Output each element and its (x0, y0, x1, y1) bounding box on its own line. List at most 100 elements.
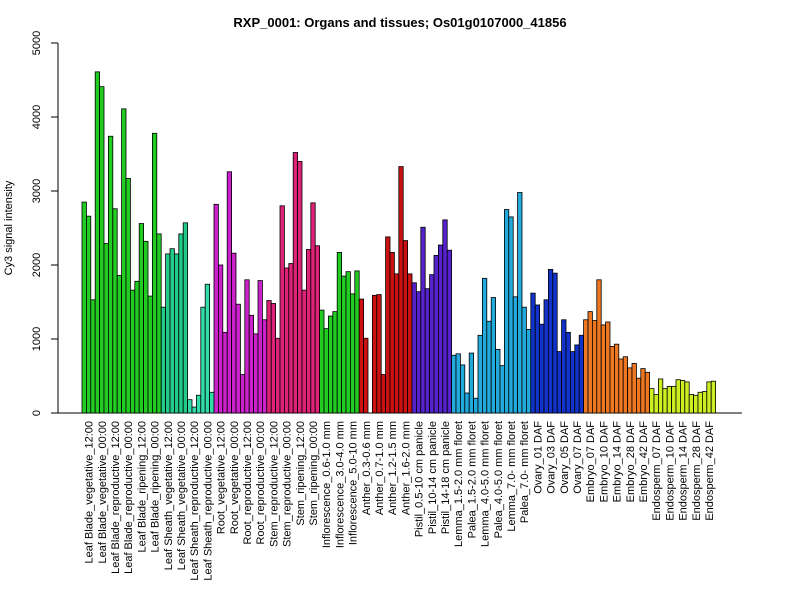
x-tick-label: Leaf Blade_reproductive_00:00 (123, 421, 135, 574)
bar (433, 254, 439, 414)
x-tick-label: Leaf Sheath_vegetative_12:00 (163, 421, 175, 570)
bar (341, 275, 347, 414)
bar (244, 279, 250, 414)
x-tick-label: Leaf Sheath_reproductive_00:00 (202, 421, 214, 581)
bar (310, 202, 316, 414)
bar (358, 298, 365, 414)
bar (530, 292, 536, 414)
x-tick-label: Leaf Sheath_reproductive_12:00 (189, 421, 201, 581)
bar (134, 280, 140, 414)
bar (81, 201, 87, 414)
bar (671, 385, 677, 414)
y-tick-label: 1000 (31, 327, 43, 351)
bar (561, 319, 567, 414)
bar (103, 243, 109, 414)
bar (499, 365, 505, 414)
bar (649, 388, 655, 414)
x-tick-label: Pistil_10-14 cm panicle (427, 421, 439, 534)
bar (380, 374, 387, 414)
bar (552, 272, 558, 414)
bar (354, 270, 360, 414)
bar (292, 152, 299, 414)
y-axis-label: Cy3 signal intensity (3, 180, 15, 275)
bar (332, 311, 338, 414)
bar (526, 328, 532, 414)
x-tick-label: Root_reproductive_00:00 (255, 421, 267, 545)
x-tick-label: Leaf Blade_ripening_00:00 (150, 421, 162, 553)
bar (160, 306, 166, 414)
bar (121, 108, 127, 414)
bar (446, 249, 453, 414)
bar (151, 132, 158, 414)
y-axis: 0 1000 2000 3000 4000 5000 (31, 31, 58, 416)
bar (574, 344, 580, 414)
bar (653, 394, 659, 414)
bar (622, 356, 629, 414)
bar (182, 222, 188, 414)
bar (614, 343, 620, 414)
x-tick-label: Ovary_01 DAF (532, 421, 544, 494)
x-tick-label: Palea_1.5-2.0 mm floret (466, 421, 478, 538)
bar (363, 337, 369, 414)
x-tick-label: Embryo_10 DAF (598, 421, 610, 503)
bar (165, 253, 171, 414)
bar (411, 282, 417, 414)
x-tick-label: Stem_ripening_00:00 (308, 421, 320, 526)
bar (393, 273, 400, 414)
bar (376, 294, 382, 414)
bar (143, 240, 149, 414)
bar (253, 333, 259, 414)
bar (305, 249, 312, 414)
x-tick-label: Palea_7.0- mm floret (519, 421, 531, 523)
bar (99, 86, 105, 414)
bar (204, 283, 210, 414)
bar (129, 289, 136, 414)
bar (178, 233, 184, 414)
bar (666, 385, 673, 414)
bar (583, 319, 589, 414)
bar (209, 391, 215, 414)
x-tick-labels: Leaf Blade_vegetative_12:00 Leaf Blade_ve… (84, 421, 716, 581)
bar (371, 294, 378, 414)
x-tick-label: Inflorescence_0.6-1.0 mm (321, 421, 333, 548)
bar (503, 209, 510, 414)
bar (187, 399, 193, 414)
bar (596, 279, 602, 414)
bar (169, 248, 175, 414)
bar (270, 303, 277, 414)
bar (627, 367, 633, 414)
x-tick-label: Pistil_14-18 cm panicle (440, 421, 452, 534)
bar (587, 311, 593, 414)
bar (398, 166, 404, 414)
bar (327, 315, 334, 414)
x-tick-label: Inflorescence_5.0-10 mm (348, 421, 360, 545)
bar (389, 252, 395, 414)
y-tick-label: 2000 (31, 253, 43, 277)
bar (429, 274, 435, 414)
bar (539, 323, 545, 414)
bar (116, 274, 122, 414)
x-tick-label: Anther_0.3-0.6 mm (361, 421, 373, 515)
x-tick-label: Root_vegetative_12:00 (216, 421, 228, 534)
bar (402, 240, 409, 414)
bar (702, 391, 708, 414)
bar (222, 331, 228, 414)
bar (640, 368, 646, 414)
bar (261, 319, 268, 414)
bar (213, 203, 219, 414)
bar (508, 216, 514, 414)
bar (556, 351, 563, 414)
bar (605, 321, 611, 414)
bar (706, 381, 712, 414)
x-tick-label: Stem_ripening_12:00 (295, 421, 307, 526)
x-tick-label: Stem_reproductive_00:00 (282, 421, 294, 547)
x-tick-label: Palea_4.0-5.0 mm floret (493, 421, 505, 538)
bar (437, 244, 444, 414)
x-tick-label: Anther_1.6-2.0 mm (400, 421, 412, 515)
bar (570, 351, 576, 414)
bar (548, 269, 554, 414)
bar (512, 296, 519, 414)
bar (693, 394, 699, 414)
bar (455, 353, 461, 414)
bar (319, 309, 325, 414)
